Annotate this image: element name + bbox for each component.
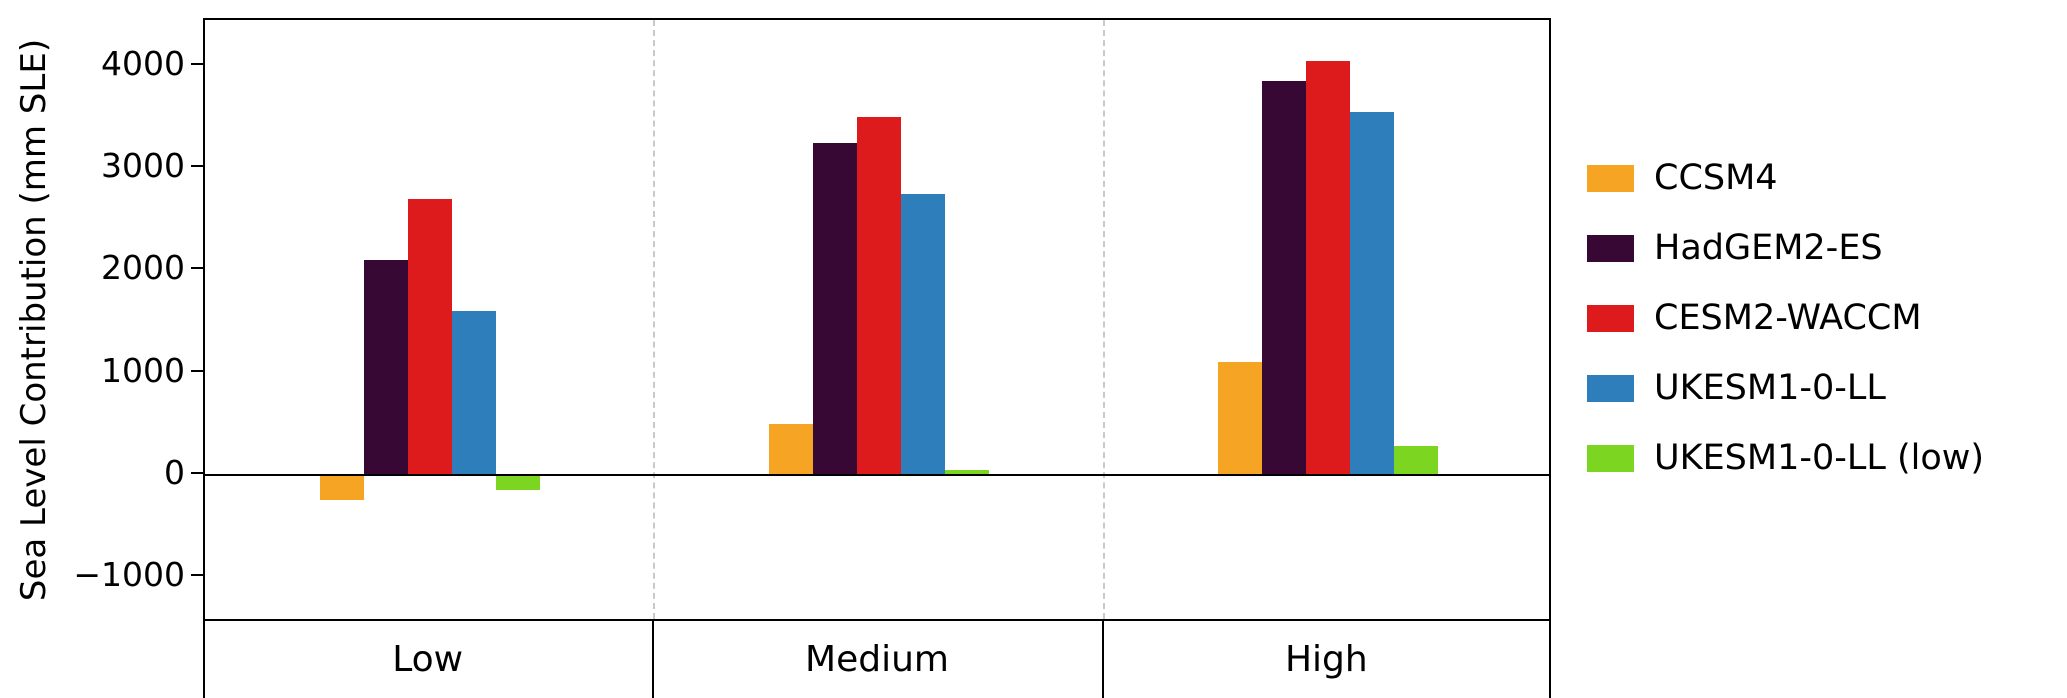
y-tick-mark xyxy=(191,267,203,270)
y-tick-label: 3000 xyxy=(101,146,185,186)
legend-label: HadGEM2-ES xyxy=(1654,228,1883,268)
bar xyxy=(363,260,408,475)
legend-label: UKESM1-0-LL xyxy=(1654,368,1886,408)
y-tick-label: 0 xyxy=(164,452,185,492)
legend-item: HadGEM2-ES xyxy=(1587,213,1984,283)
legend-swatch xyxy=(1587,374,1634,402)
bar xyxy=(451,311,496,475)
bar xyxy=(1394,446,1439,475)
bar xyxy=(1262,81,1307,475)
legend-swatch xyxy=(1587,444,1634,472)
category-label: Medium xyxy=(805,639,949,680)
y-tick-mark xyxy=(191,471,203,474)
y-tick-label: −1000 xyxy=(73,555,185,594)
legend-item: CESM2-WACCM xyxy=(1587,283,1984,353)
bar xyxy=(769,423,813,475)
grid-line-vertical xyxy=(1102,20,1105,619)
bar xyxy=(1350,111,1395,475)
bar xyxy=(1218,362,1263,475)
zero-line xyxy=(205,473,1549,476)
bar xyxy=(1306,60,1351,475)
category-separator xyxy=(1549,621,1551,698)
bar xyxy=(857,117,901,475)
y-axis-label: Sea Level Contribution (mm SLE) xyxy=(14,38,54,602)
y-tick-mark xyxy=(191,165,203,168)
bar xyxy=(945,469,989,475)
legend: CCSM4 HadGEM2-ES CESM2-WACCM UKESM1-0-LL UKE… xyxy=(1587,143,1984,493)
legend-item: UKESM1-0-LL xyxy=(1587,353,1984,423)
y-tick-mark xyxy=(191,369,203,372)
y-tick-label: 2000 xyxy=(101,248,185,288)
grid-line-vertical xyxy=(653,20,656,619)
legend-item: CCSM4 xyxy=(1587,143,1984,213)
category-separator xyxy=(1101,621,1104,698)
plot-area xyxy=(203,18,1551,621)
legend-label: CCSM4 xyxy=(1654,158,1778,198)
category-label: Low xyxy=(392,639,464,680)
legend-swatch xyxy=(1587,164,1634,192)
bar xyxy=(407,198,452,475)
y-tick-label: 4000 xyxy=(101,43,185,83)
bar xyxy=(319,474,364,501)
category-label: High xyxy=(1284,639,1368,680)
y-tick-mark xyxy=(191,62,203,65)
y-tick-mark xyxy=(191,574,203,576)
bar xyxy=(495,474,540,491)
legend-label: CESM2-WACCM xyxy=(1654,298,1922,338)
category-separator xyxy=(203,621,205,698)
legend-label: UKESM1-0-LL (low) xyxy=(1654,438,1985,478)
y-tick-label: 1000 xyxy=(101,350,185,390)
bar xyxy=(813,142,857,475)
bar xyxy=(901,193,945,475)
legend-swatch xyxy=(1587,234,1634,262)
legend-item: UKESM1-0-LL (low) xyxy=(1587,423,1984,493)
category-separator xyxy=(652,621,655,698)
legend-swatch xyxy=(1587,304,1634,332)
